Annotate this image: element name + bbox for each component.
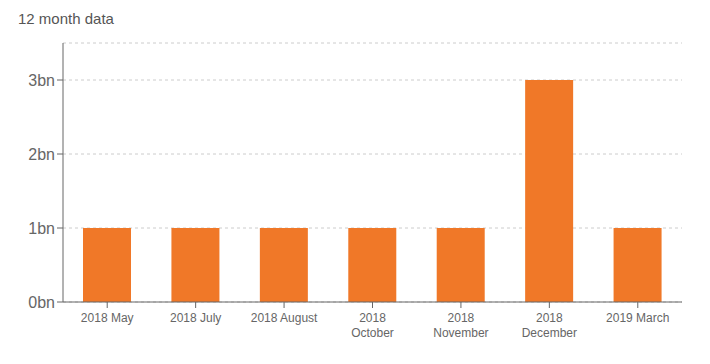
- html-text:12 month data: 12 month data: [18, 10, 114, 27]
- svg-text:2018October: 2018October: [351, 311, 394, 340]
- svg-text:3bn: 3bn: [28, 72, 55, 89]
- svg-text:2bn: 2bn: [28, 146, 55, 163]
- svg-text:2018 August: 2018 August: [251, 311, 318, 325]
- svg-text:0bn: 0bn: [28, 294, 55, 311]
- svg-text:1bn: 1bn: [28, 220, 55, 237]
- svg-text:2019 March: 2019 March: [606, 311, 669, 325]
- svg-text:2018 May: 2018 May: [81, 311, 134, 325]
- svg-text:2018December: 2018December: [522, 311, 577, 340]
- svg-text:2018 July: 2018 July: [170, 311, 221, 325]
- svg-text:2018November: 2018November: [433, 311, 488, 340]
